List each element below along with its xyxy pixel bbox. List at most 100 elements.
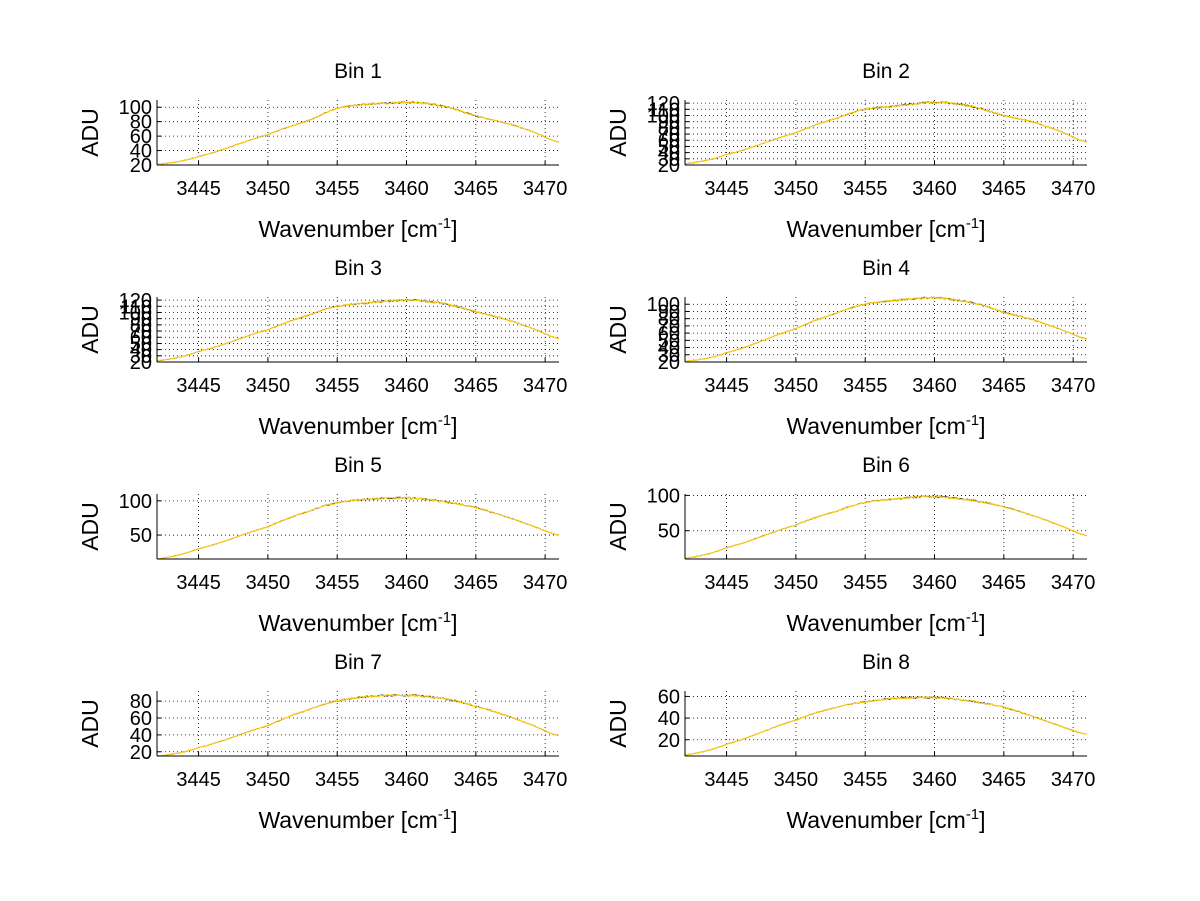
series-line-yellow bbox=[156, 100, 560, 165]
y-tick-label: 50 bbox=[658, 330, 680, 352]
x-tick-label: 3460 bbox=[912, 572, 957, 594]
y-tick-label: 90 bbox=[658, 301, 680, 323]
y-tick-label: 20 bbox=[658, 155, 680, 177]
x-axis-label: Wavenumber [cm-1] bbox=[786, 215, 985, 242]
x-tick-label: 3455 bbox=[843, 178, 888, 200]
x-tick-label: 3455 bbox=[315, 769, 360, 791]
y-tick-label: 30 bbox=[658, 345, 680, 367]
y-tick-label: 50 bbox=[658, 136, 680, 158]
y-tick-label: 50 bbox=[130, 333, 152, 355]
series-line-yellow bbox=[684, 495, 1088, 560]
series-line-dark bbox=[684, 495, 1088, 559]
x-tick-label: 3445 bbox=[176, 178, 221, 200]
y-tick-label: 100 bbox=[647, 105, 680, 127]
y-tick-label: 70 bbox=[658, 124, 680, 146]
subplot-title: Bin 8 bbox=[862, 651, 910, 674]
x-tick-label: 3465 bbox=[454, 178, 499, 200]
series-line-dark bbox=[684, 100, 1088, 165]
series-line-yellow bbox=[156, 496, 560, 560]
x-axis-label-main: Wavenumber [cm bbox=[786, 610, 965, 636]
x-tick-label: 3470 bbox=[1051, 769, 1096, 791]
series-line-yellow bbox=[684, 296, 1088, 362]
y-tick-label: 100 bbox=[119, 302, 152, 324]
x-tick-label: 3455 bbox=[315, 572, 360, 594]
y-tick-label: 40 bbox=[130, 340, 152, 362]
y-tick-label: 50 bbox=[658, 521, 680, 543]
y-tick-label: 80 bbox=[658, 309, 680, 331]
x-axis-label: Wavenumber [cm-1] bbox=[258, 806, 457, 833]
y-tick-label: 60 bbox=[658, 323, 680, 345]
y-tick-label: 20 bbox=[130, 352, 152, 374]
x-axis-label: Wavenumber [cm-1] bbox=[786, 806, 985, 833]
series-line-dark bbox=[684, 296, 1088, 362]
x-tick-label: 3445 bbox=[704, 178, 749, 200]
x-tick-label: 3450 bbox=[246, 375, 291, 397]
y-tick-label: 40 bbox=[130, 725, 152, 747]
x-axis-label-end: ] bbox=[979, 807, 985, 833]
x-axis-label-main: Wavenumber [cm bbox=[258, 413, 437, 439]
x-tick-label: 3450 bbox=[774, 769, 819, 791]
y-axis-label: ADU bbox=[77, 502, 103, 551]
x-tick-label: 3450 bbox=[246, 178, 291, 200]
x-axis-label-main: Wavenumber [cm bbox=[258, 610, 437, 636]
y-tick-label: 30 bbox=[658, 149, 680, 171]
y-tick-label: 20 bbox=[130, 155, 152, 177]
series-line-dark bbox=[156, 496, 560, 560]
x-axis-label-superscript: -1 bbox=[438, 806, 451, 823]
x-axis-label-superscript: -1 bbox=[438, 609, 451, 626]
series-line-yellow bbox=[684, 695, 1088, 756]
x-axis-label: Wavenumber [cm-1] bbox=[786, 609, 985, 636]
y-tick-label: 100 bbox=[119, 491, 152, 513]
y-tick-label: 70 bbox=[130, 321, 152, 343]
x-tick-label: 3445 bbox=[176, 572, 221, 594]
x-axis-label-superscript: -1 bbox=[438, 412, 451, 429]
x-axis-label-superscript: -1 bbox=[966, 609, 979, 626]
x-axis-label-superscript: -1 bbox=[966, 806, 979, 823]
y-tick-label: 120 bbox=[119, 290, 152, 312]
y-axis-label: ADU bbox=[77, 305, 103, 354]
subplot-1: Bin 1 3445 3450 3455 3460 3465 3470 20406080100… bbox=[77, 60, 567, 242]
x-tick-label: 3455 bbox=[843, 375, 888, 397]
x-tick-label: 3470 bbox=[523, 769, 568, 791]
y-tick-label: 40 bbox=[658, 143, 680, 165]
x-tick-label: 3445 bbox=[704, 769, 749, 791]
x-axis-label-end: ] bbox=[451, 807, 457, 833]
x-axis-label-end: ] bbox=[451, 216, 457, 242]
y-tick-label: 80 bbox=[130, 315, 152, 337]
x-axis-label-superscript: -1 bbox=[438, 215, 451, 232]
x-tick-label: 3465 bbox=[454, 572, 499, 594]
x-tick-label: 3445 bbox=[176, 375, 221, 397]
series-line-dark bbox=[156, 693, 560, 757]
x-axis-label-main: Wavenumber [cm bbox=[786, 216, 965, 242]
subplot-4: Bin 4 3445 3450 3455 3460 3465 3470 20304050607… bbox=[605, 257, 1095, 439]
x-tick-label: 3445 bbox=[704, 572, 749, 594]
y-tick-label: 60 bbox=[658, 686, 680, 708]
x-tick-label: 3445 bbox=[176, 769, 221, 791]
x-tick-label: 3465 bbox=[454, 375, 499, 397]
y-tick-label: 120 bbox=[647, 93, 680, 115]
subplot-5: Bin 5 3445 3450 3455 3460 3465 3470 50 100 ADU Wav… bbox=[77, 454, 567, 636]
y-tick-label: 90 bbox=[130, 309, 152, 331]
x-tick-label: 3455 bbox=[315, 178, 360, 200]
x-tick-label: 3470 bbox=[523, 572, 568, 594]
y-tick-label: 100 bbox=[647, 485, 680, 507]
subplot-title: Bin 1 bbox=[334, 60, 382, 83]
x-tick-label: 3465 bbox=[982, 769, 1027, 791]
y-tick-label: 110 bbox=[120, 296, 152, 318]
series-line-dark bbox=[157, 298, 560, 362]
subplot-title: Bin 2 bbox=[862, 60, 910, 83]
series-line-yellow bbox=[684, 100, 1088, 165]
y-axis-label: ADU bbox=[77, 108, 103, 157]
y-tick-label: 110 bbox=[648, 99, 680, 121]
x-tick-label: 3470 bbox=[1051, 375, 1096, 397]
x-tick-label: 3460 bbox=[384, 769, 429, 791]
x-tick-label: 3450 bbox=[246, 769, 291, 791]
x-axis-label-end: ] bbox=[451, 413, 457, 439]
x-axis-label-end: ] bbox=[979, 610, 985, 636]
x-tick-label: 3450 bbox=[246, 572, 291, 594]
y-tick-label: 70 bbox=[658, 316, 680, 338]
y-axis-label: ADU bbox=[605, 305, 631, 354]
